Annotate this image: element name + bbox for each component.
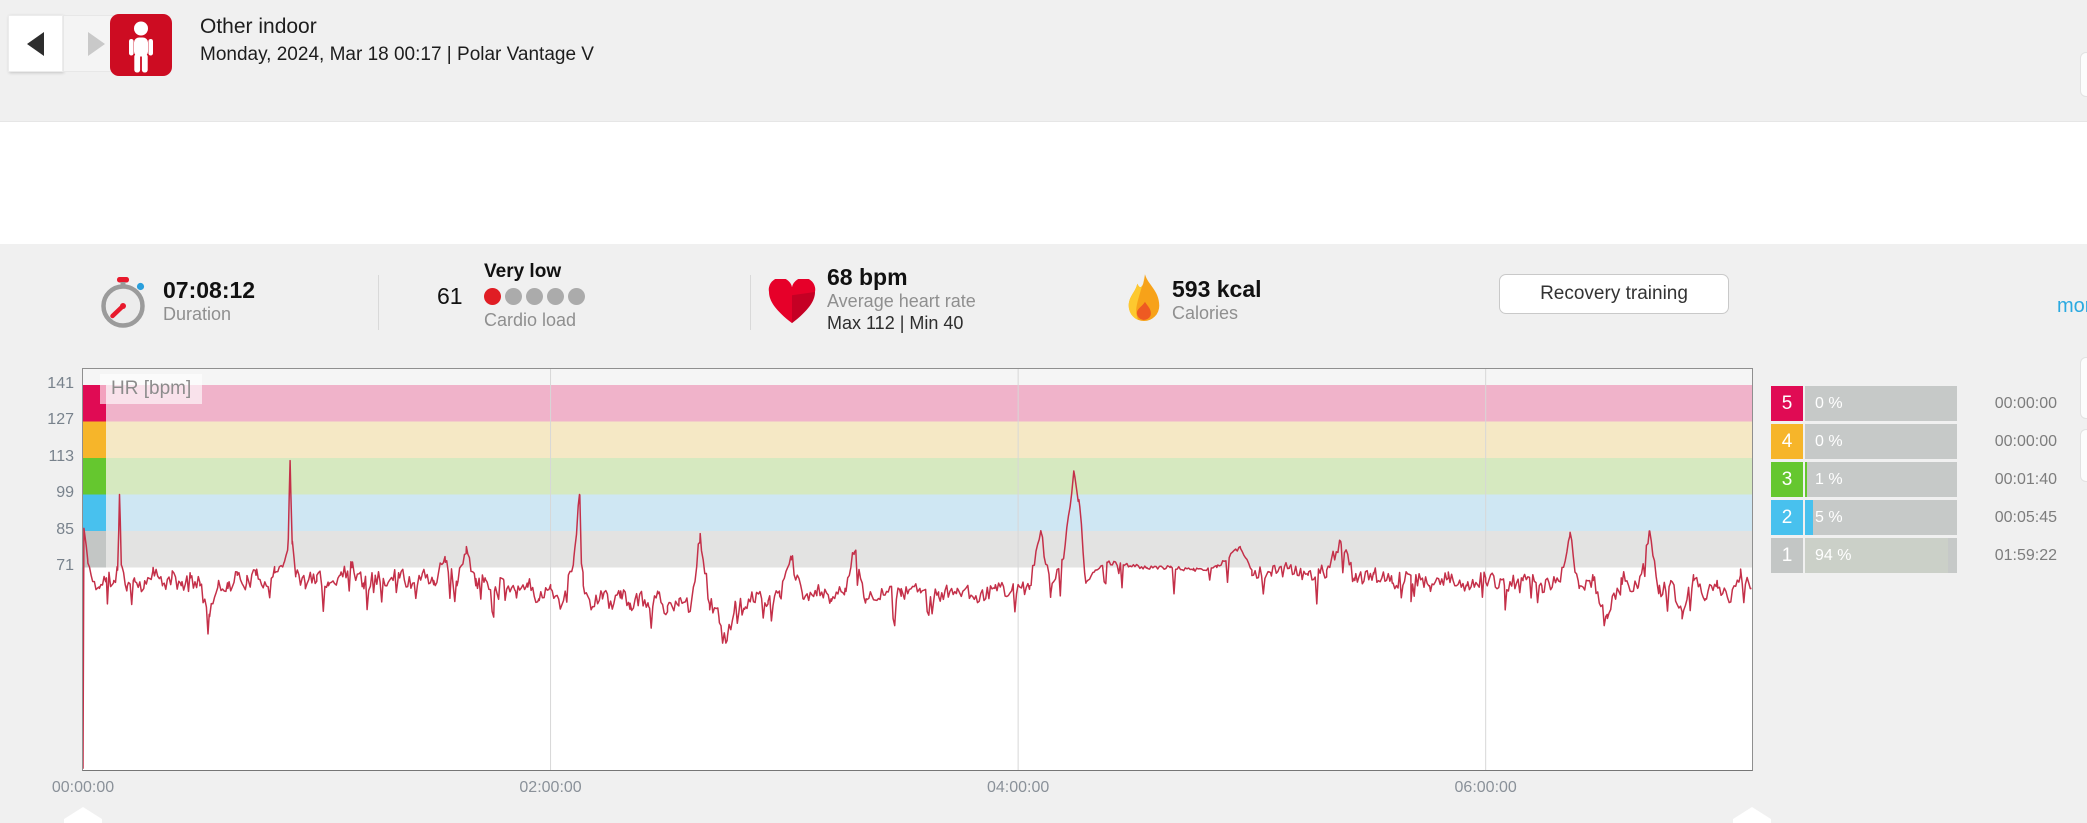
summary-stats-bar: 07:08:12 Duration 61 Very low Cardio loa… <box>0 122 2087 333</box>
y-tick-label: 99 <box>56 484 74 502</box>
page-header: Other indoor Monday, 2024, Mar 18 00:17 … <box>0 0 2087 122</box>
zone-percent-fill <box>1805 537 1948 573</box>
cardio-load-rating: Very low <box>484 261 562 282</box>
stopwatch-icon <box>94 273 152 336</box>
duration-value: 07:08:12 <box>163 277 256 303</box>
zone-percent-label: 1 % <box>1815 470 1843 488</box>
x-tick-label: 06:00:00 <box>1454 779 1517 796</box>
calories-label: Calories <box>1172 303 1239 323</box>
arrow-left-icon <box>27 31 44 56</box>
y-tick-label: 127 <box>47 411 74 429</box>
cardio-load-value: 61 <box>437 283 463 309</box>
recovery-training-button[interactable]: Recovery training <box>1499 274 1729 314</box>
duration-label: Duration <box>163 304 232 324</box>
zone-percent-label: 94 % <box>1815 546 1852 564</box>
arrow-right-icon <box>87 31 105 56</box>
cardio-dot-empty <box>547 288 564 305</box>
page-title: Other indoor <box>200 15 317 38</box>
hr-max-min: Max 112 | Min 40 <box>827 313 964 333</box>
cardio-dot-filled <box>484 288 501 305</box>
y-tick-label: 113 <box>48 447 74 465</box>
zone-percent-bar: 5 % <box>1805 499 1957 535</box>
zone-time-label: 00:01:40 <box>1994 470 2057 488</box>
sport-other-indoor-icon <box>110 14 172 76</box>
avg-hr-value: 68 bpm <box>827 264 908 290</box>
flame-icon <box>1123 272 1165 333</box>
zone-number-badge: 3 <box>1771 461 1803 497</box>
more-link[interactable]: more <box>2057 295 2087 317</box>
cardio-load-label: Cardio load <box>484 310 577 330</box>
zone-time-label: 00:05:45 <box>1994 508 2057 526</box>
hr-zone-row: 1 94 % 01:59:22 <box>1771 537 2061 573</box>
cardio-dot-empty <box>568 288 585 305</box>
y-tick-label: 71 <box>56 557 74 575</box>
divider <box>750 275 751 330</box>
nav-back-button[interactable] <box>8 15 63 72</box>
x-tick-label: 02:00:00 <box>519 779 582 796</box>
zone-percent-bar: 94 % <box>1805 537 1957 573</box>
zone-number-badge: 5 <box>1771 386 1803 421</box>
edge-widget <box>2080 429 2087 482</box>
heart-icon <box>767 277 817 330</box>
zone-number-badge: 1 <box>1771 537 1803 573</box>
y-tick-label: 141 <box>47 375 74 392</box>
y-tick-label: 85 <box>56 520 74 538</box>
range-slider-left-handle[interactable] <box>64 807 102 823</box>
avg-hr-label: Average heart rate <box>827 291 976 311</box>
zone-number-badge: 2 <box>1771 499 1803 535</box>
zone-percent-bar: 0 % <box>1805 423 1957 459</box>
edge-widget <box>2080 52 2087 97</box>
zone-percent-bar: 1 % <box>1805 461 1957 497</box>
x-tick-label: 00:00:00 <box>51 779 115 796</box>
hr-zone-row: 5 0 % 00:00:00 <box>1771 386 2061 421</box>
hr-zone-row: 3 1 % 00:01:40 <box>1771 461 2061 497</box>
divider <box>378 275 379 330</box>
zone-time-label: 01:59:22 <box>1994 546 2057 564</box>
zone-percent-label: 0 % <box>1815 395 1843 412</box>
hr-zone-row: 2 5 % 00:05:45 <box>1771 499 2061 535</box>
zone-number-badge: 4 <box>1771 423 1803 459</box>
zone-percent-fill <box>1805 499 1813 535</box>
edge-widget <box>2080 357 2087 419</box>
x-tick-label: 04:00:00 <box>986 779 1050 796</box>
zone-time-label: 00:00:00 <box>1994 432 2057 450</box>
hr-zone-row: 4 0 % 00:00:00 <box>1771 423 2061 459</box>
zone-percent-label: 5 % <box>1815 508 1843 526</box>
zone-percent-bar: 0 % <box>1805 386 1957 421</box>
hr-chart-plot[interactable] <box>82 368 1753 771</box>
zone-percent-label: 0 % <box>1815 432 1843 450</box>
cardio-dot-empty <box>526 288 543 305</box>
hr-chart-legend: HR [bpm] <box>100 374 203 404</box>
activity-datetime: Monday, 2024, Mar 18 00:17 | Polar Vanta… <box>200 44 594 65</box>
cardio-dot-empty <box>505 288 522 305</box>
calories-value: 593 kcal <box>1172 276 1262 302</box>
range-slider-right-handle[interactable] <box>1733 807 1771 823</box>
cardio-load-dots <box>484 288 585 305</box>
zone-percent-fill <box>1805 461 1807 497</box>
zone-time-label: 00:00:00 <box>1994 395 2057 412</box>
